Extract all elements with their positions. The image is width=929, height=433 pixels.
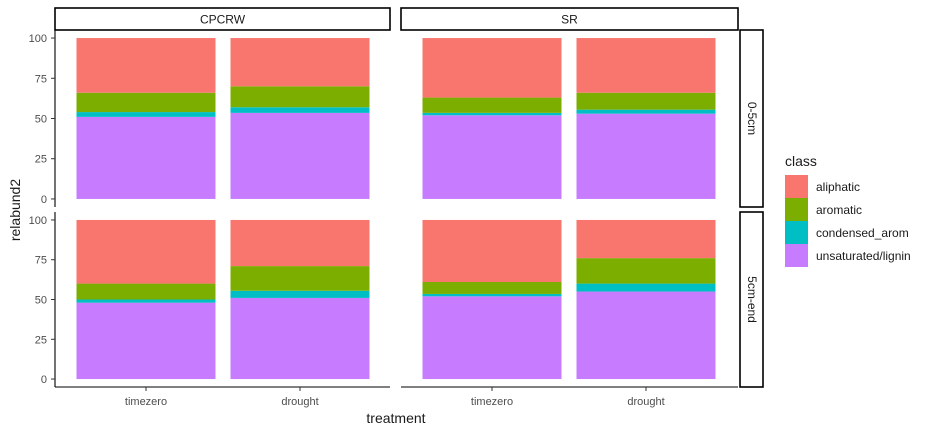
bar-segment-cpcrw-5cmend-drought-aliphatic: [230, 219, 370, 267]
y-tick-label: 50: [35, 295, 47, 307]
facet-strip-row: [739, 29, 764, 208]
y-tick-label: 100: [29, 215, 47, 227]
legend-label: aromatic: [816, 203, 862, 217]
bar-segment-sr-05cm-timezero-condensed-arom: [422, 112, 562, 116]
bar-segment-cpcrw-05cm-drought-aromatic: [230, 86, 370, 108]
strips-layer: CPCRW SR 0-5cm 5cm-end: [54, 7, 764, 388]
bar-segment-cpcrw-05cm-timezero-unsaturated-lignin: [76, 116, 216, 199]
y-tick-label: 25: [35, 334, 47, 346]
bars-layer: [76, 38, 716, 380]
bar-segment-sr-05cm-timezero-aromatic: [422, 97, 562, 113]
bar-segment-sr-5cmend-drought-unsaturated-lignin: [576, 291, 716, 380]
bar-segment-sr-05cm-drought-aliphatic: [576, 38, 716, 93]
facet-strip-column: [400, 7, 739, 31]
y-tick-label: 75: [35, 73, 47, 85]
facet-strip-label: SR: [561, 13, 578, 27]
bar-segment-sr-5cmend-drought-aromatic: [576, 258, 716, 284]
axes-layer: 0 25 50 75 100 0 25 50 75 100 timezero drought timez…: [29, 30, 738, 408]
facet-strip-label: 0-5cm: [745, 102, 759, 135]
facet-strip-label: 5cm-end: [745, 276, 759, 323]
legend-label: unsaturated/lignin: [816, 249, 911, 263]
x-tick-label: timezero: [471, 396, 513, 408]
legend-key: [785, 198, 808, 221]
bar-segment-sr-5cmend-timezero-aromatic: [422, 282, 562, 294]
x-tick-label: drought: [281, 396, 318, 408]
bar-segment-sr-5cmend-timezero-aliphatic: [422, 219, 562, 282]
legend-key: [785, 175, 808, 198]
bar-segment-cpcrw-5cmend-timezero-aromatic: [76, 283, 216, 300]
bar-segment-sr-5cmend-timezero-unsaturated-lignin: [422, 296, 562, 380]
bar-segment-cpcrw-05cm-timezero-aliphatic: [76, 38, 216, 93]
legend-key: [785, 244, 808, 267]
bar-segment-cpcrw-5cmend-timezero-condensed-arom: [76, 299, 216, 303]
facet-strip-column: [54, 7, 391, 31]
y-tick-label: 25: [35, 154, 47, 166]
y-tick-label: 0: [41, 194, 47, 206]
y-axis-title: relabund2: [7, 179, 23, 241]
bar-segment-sr-5cmend-drought-condensed-arom: [576, 283, 716, 292]
bar-segment-cpcrw-05cm-drought-condensed-arom: [230, 107, 370, 113]
bar-segment-sr-05cm-drought-condensed-arom: [576, 109, 716, 114]
y-tick-label: 50: [35, 114, 47, 126]
legend-label: aliphatic: [816, 180, 860, 194]
bar-segment-cpcrw-05cm-drought-unsaturated-lignin: [230, 112, 370, 199]
y-tick-label: 100: [29, 33, 47, 45]
bar-segment-cpcrw-5cmend-drought-unsaturated-lignin: [230, 297, 370, 380]
bar-segment-sr-5cmend-drought-aliphatic: [576, 219, 716, 259]
legend: class aliphatic aromatic condensed_aromuns…: [785, 153, 911, 267]
bar-segment-sr-05cm-drought-aromatic: [576, 92, 716, 110]
bar-segment-cpcrw-05cm-timezero-aromatic: [76, 92, 216, 113]
bar-segment-sr-5cmend-timezero-condensed-arom: [422, 293, 562, 297]
x-tick-label: drought: [627, 396, 664, 408]
facet-strip-label: CPCRW: [200, 13, 246, 27]
x-tick-label: timezero: [125, 396, 167, 408]
bar-segment-cpcrw-05cm-timezero-condensed-arom: [76, 112, 216, 117]
facet-strip-row: [739, 211, 764, 388]
legend-title: class: [785, 153, 817, 169]
x-axis-title: treatment: [366, 410, 425, 426]
legend-key: [785, 221, 808, 244]
legend-label: condensed_arom: [816, 226, 909, 240]
bar-segment-cpcrw-5cmend-drought-condensed-arom: [230, 290, 370, 298]
bar-segment-sr-05cm-timezero-aliphatic: [422, 38, 562, 98]
bar-segment-cpcrw-5cmend-drought-aromatic: [230, 266, 370, 291]
bar-segment-cpcrw-05cm-drought-aliphatic: [230, 38, 370, 87]
bar-segment-cpcrw-5cmend-timezero-aliphatic: [76, 219, 216, 284]
bar-segment-cpcrw-5cmend-timezero-unsaturated-lignin: [76, 302, 216, 380]
bar-segment-sr-05cm-timezero-unsaturated-lignin: [422, 115, 562, 199]
y-tick-label: 75: [35, 255, 47, 267]
bar-segment-sr-05cm-drought-unsaturated-lignin: [576, 113, 716, 199]
y-tick-label: 0: [41, 374, 47, 386]
